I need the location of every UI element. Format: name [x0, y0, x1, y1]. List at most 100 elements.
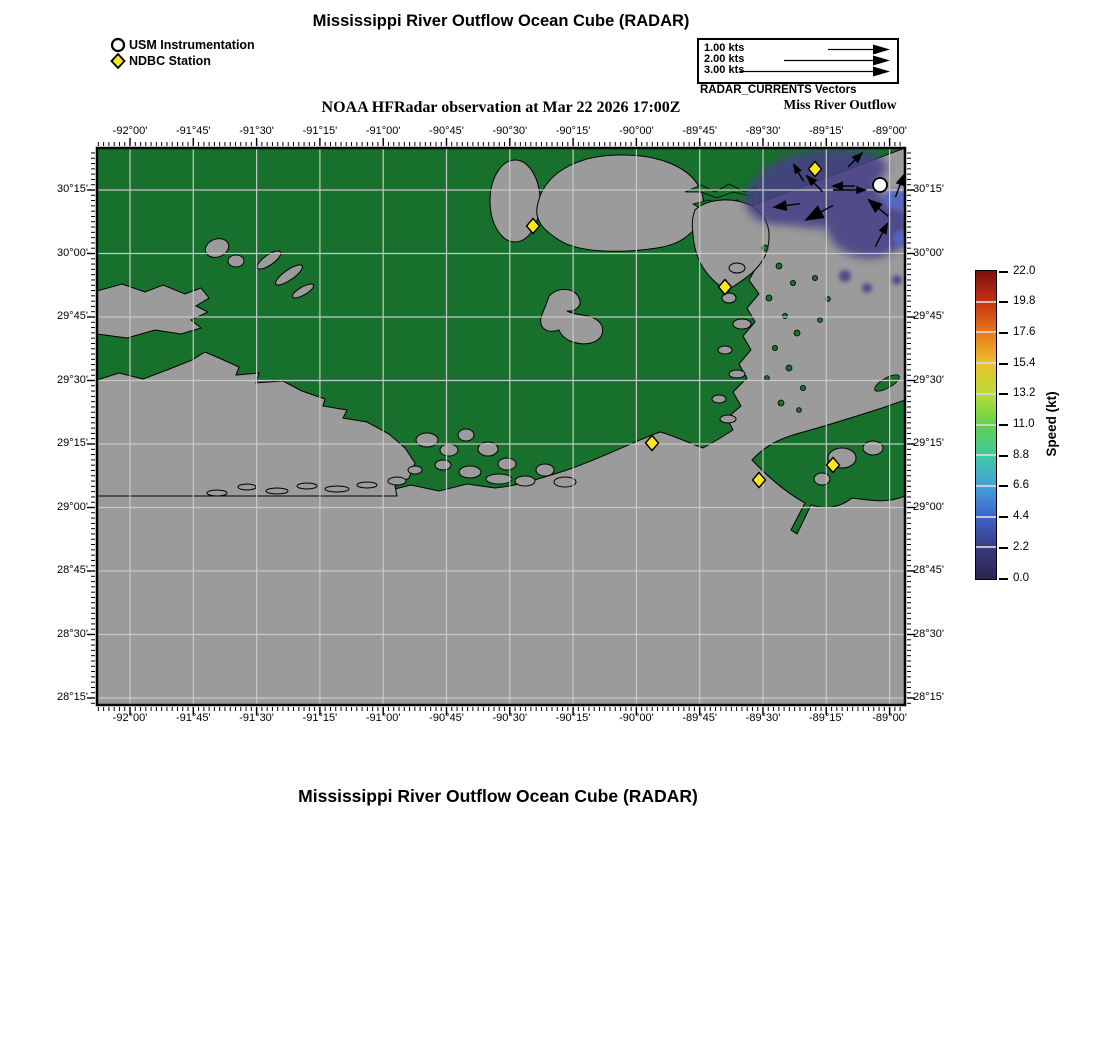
y-tick-label-right: 29°30' [913, 373, 944, 386]
region-label: Miss River Outflow [783, 97, 897, 112]
x-tick-label-top: -91°30' [239, 125, 274, 137]
current-vector-arrow [874, 222, 889, 248]
colorbar [975, 270, 997, 580]
map-border [95, 146, 907, 707]
x-tick-label-top: -91°00' [365, 125, 401, 137]
colorbar-tick [999, 301, 1008, 304]
x-tick-label-bottom: -89°15' [808, 712, 844, 724]
x-tick-label-bottom: -91°45' [175, 712, 211, 724]
vector-scale-box: 1.00 kts 2.00 kts 3.00 kts [697, 38, 899, 84]
map-panel [87, 138, 915, 715]
graticule [97, 148, 905, 705]
x-tick-label-top: -90°30' [492, 125, 528, 137]
x-tick-label-top: -92°00' [112, 125, 148, 137]
x-tick-label-top: -91°45' [175, 125, 211, 137]
x-tick-label-top: -89°00' [872, 125, 907, 137]
ndbc-station-marker [525, 217, 541, 235]
vector-scale-3: 3.00 kts [704, 64, 745, 76]
vector-scale-arrows [740, 44, 890, 77]
x-tick-label-top: -90°00' [619, 125, 654, 137]
current-vector-arrow [847, 151, 864, 168]
small-islands [204, 238, 315, 299]
vectors-caption: RADAR_CURRENTS Vectors [700, 84, 857, 96]
current-vector-arrow [867, 198, 889, 217]
current-vector-arrow [831, 181, 855, 191]
y-tick-label-left: 29°15' [57, 437, 88, 449]
y-tick-label-left: 30°15' [57, 183, 88, 195]
current-vector-arrow [894, 173, 905, 198]
terrebonne-marsh-islands [206, 428, 577, 497]
x-tick-label-bottom: -90°45' [429, 712, 464, 724]
colorbar-tick-line [976, 362, 996, 365]
current-vector-arrow [804, 204, 834, 221]
x-tick-label-top: -89°45' [682, 125, 717, 137]
ndbc-diamond-icon [110, 53, 126, 69]
colorbar-tick [999, 454, 1008, 457]
colorbar-tick-line [976, 454, 996, 457]
x-tick-label-top: -90°45' [429, 125, 464, 137]
legend-label-usm: USM Instrumentation [129, 38, 255, 52]
colorbar-tick-line [976, 423, 996, 426]
colorbar-tick-label: 19.8 [1013, 295, 1036, 308]
map-subtitle: NOAA HFRadar observation at Mar 22 2026 … [321, 99, 681, 116]
colorbar-tick [999, 331, 1008, 334]
colorbar-tick [999, 362, 1008, 365]
colorbar-tick-label: 13.2 [1013, 387, 1036, 400]
axis-ticks [87, 138, 915, 715]
y-tick-label-left: 29°30' [57, 373, 88, 386]
colorbar-tick-label: 17.6 [1013, 325, 1036, 338]
colorbar-tick-line [976, 331, 996, 334]
colorbar-tick-label: 11.0 [1013, 418, 1035, 430]
colorbar-tick [999, 270, 1008, 273]
land-west-peninsula [97, 283, 210, 339]
colorbar-tick-line [976, 392, 996, 395]
station-legend: USM Instrumentation NDBC Station [110, 37, 255, 69]
x-tick-label-top: -89°15' [808, 125, 844, 137]
colorbar-tick-line [976, 300, 996, 303]
ndbc-station-marker [717, 278, 733, 296]
colorbar-tick [999, 393, 1008, 396]
usm-station-marker [872, 177, 888, 193]
page-title: Mississippi River Outflow Ocean Cube (RA… [312, 12, 690, 30]
colorbar-title: Speed (kt) [1044, 391, 1059, 457]
colorbar-tick [999, 424, 1008, 426]
y-tick-label-left: 29°00' [57, 500, 88, 513]
y-tick-label-right: 28°45' [913, 564, 944, 576]
x-tick-label-bottom: -90°30' [492, 712, 528, 724]
vector-scale-2: 2.00 kts [704, 53, 745, 65]
colorbar-tick-line [976, 515, 996, 518]
x-tick-label-bottom: -92°00' [112, 712, 148, 724]
ndbc-station-marker [751, 471, 767, 489]
ndbc-station-marker [807, 160, 823, 178]
colorbar-tick-line [976, 546, 996, 549]
colorbar-tick-label: 6.6 [1013, 479, 1029, 492]
current-vector-arrow [772, 200, 800, 211]
ndbc-station-marker [644, 434, 660, 452]
y-tick-label-right: 28°15' [913, 691, 944, 703]
legend-row-ndbc: NDBC Station [110, 53, 255, 69]
y-tick-label-right: 29°00' [913, 500, 944, 513]
colorbar-tick-label: 8.8 [1013, 448, 1029, 461]
x-tick-label-top: -91°15' [302, 125, 338, 137]
map-canvas [87, 138, 915, 715]
colorbar-tick-label: 2.2 [1013, 540, 1029, 553]
x-tick-label-bottom: -89°00' [872, 712, 907, 724]
colorbar-tick [999, 577, 1008, 580]
vector-scale-1: 1.00 kts [704, 42, 745, 54]
bottom-caption: Mississippi River Outflow Ocean Cube (RA… [298, 786, 698, 806]
current-vector-arrow [792, 162, 805, 182]
y-tick-label-left: 28°45' [57, 564, 88, 576]
colorbar-tick-line [976, 484, 996, 487]
x-tick-label-bottom: -89°30' [745, 712, 781, 724]
y-tick-label-left: 28°30' [57, 627, 88, 640]
y-tick-label-right: 28°30' [913, 627, 944, 640]
biloxi-marsh-islands [711, 262, 752, 424]
x-tick-label-bottom: -91°30' [239, 712, 274, 724]
x-tick-label-top: -89°30' [745, 125, 781, 137]
x-tick-label-bottom: -91°00' [365, 712, 401, 724]
ndbc-station-marker [825, 456, 841, 474]
y-tick-label-left: 29°45' [57, 310, 88, 322]
x-tick-label-bottom: -90°15' [555, 712, 591, 724]
current-vector-arrow [833, 185, 868, 195]
